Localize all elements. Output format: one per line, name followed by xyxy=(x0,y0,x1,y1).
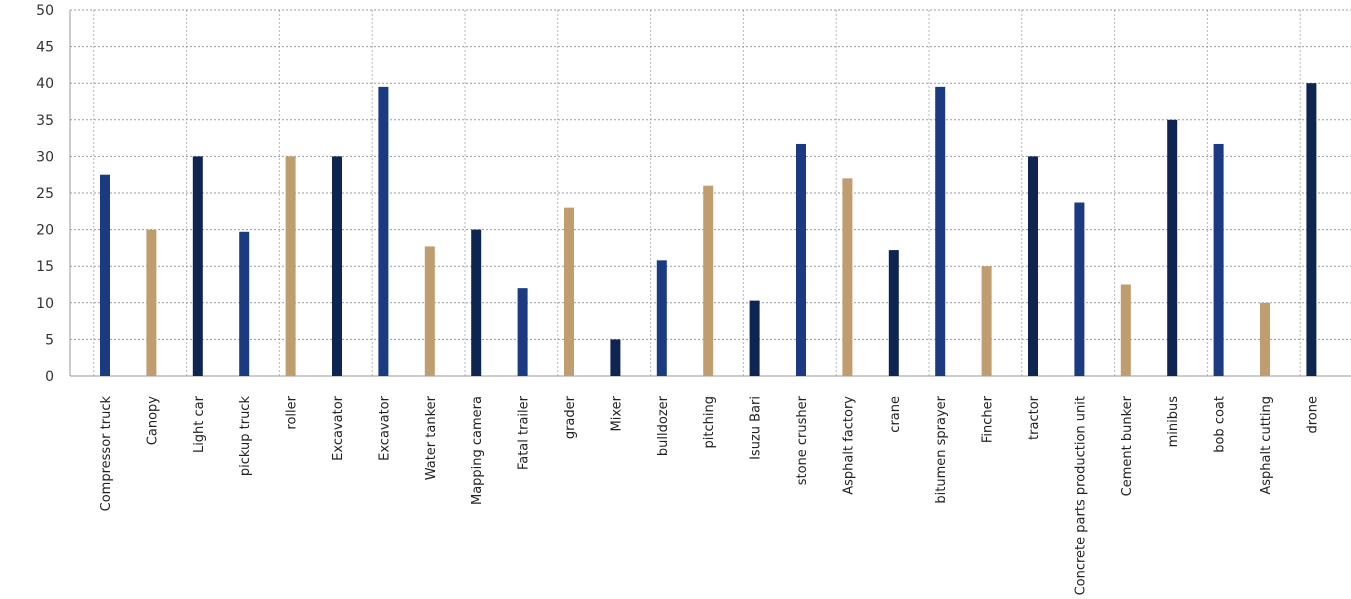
x-tick-label: Concrete parts production unit xyxy=(1073,396,1088,595)
y-tick-label: 0 xyxy=(45,369,54,385)
x-tick-label: Excavator xyxy=(377,395,392,461)
y-tick-label: 45 xyxy=(36,40,54,56)
bar-23 xyxy=(1120,284,1131,376)
x-tick-label: Asphalt cutting xyxy=(1259,396,1274,495)
x-tick-label: Mixer xyxy=(609,395,624,431)
x-tick-label: Asphalt factory xyxy=(841,396,856,495)
y-axis-ticks: 0 5 10 15 20 25 30 35 40 45 50 xyxy=(36,3,54,385)
bar-24 xyxy=(1167,119,1178,377)
x-tick-label: stone crusher xyxy=(795,395,810,485)
y-tick-label: 20 xyxy=(36,223,54,239)
bar-19 xyxy=(935,86,946,377)
bar-21 xyxy=(1028,156,1038,376)
bar-26 xyxy=(1260,302,1270,376)
x-tick-label: Fincher xyxy=(981,395,996,443)
y-tick-label: 40 xyxy=(36,76,54,92)
bar-11 xyxy=(564,207,574,376)
bar-15 xyxy=(749,300,760,376)
x-tick-label: Canopy xyxy=(145,396,160,445)
y-tick-label: 25 xyxy=(36,186,54,202)
bar-18 xyxy=(888,250,899,376)
x-tick-label: minibus xyxy=(1166,396,1181,448)
bar-2 xyxy=(146,229,157,376)
x-tick-label: Cement bunker xyxy=(1120,395,1135,496)
y-tick-label: 10 xyxy=(36,296,54,312)
y-tick-label: 5 xyxy=(45,332,54,348)
x-tick-label: Excavator xyxy=(331,395,346,461)
bar-7 xyxy=(378,86,389,377)
x-tick-label: roller xyxy=(285,395,300,429)
x-tick-label: Mapping camera xyxy=(470,396,485,505)
bar-10 xyxy=(517,288,528,376)
bar-3 xyxy=(192,156,203,376)
bar-8 xyxy=(424,246,435,376)
x-tick-label: bulldozer xyxy=(656,395,671,456)
x-tick-label: pickup truck xyxy=(238,396,253,477)
x-tick-label: Water tanker xyxy=(424,395,439,480)
x-tick-label: bob coat xyxy=(1213,396,1228,453)
bar-27 xyxy=(1306,83,1317,376)
x-tick-label: drone xyxy=(1305,396,1320,434)
x-tick-label: Light car xyxy=(192,395,207,453)
bar-9 xyxy=(471,229,482,376)
bar-5 xyxy=(285,156,296,376)
x-tick-label: Isuzu Bari xyxy=(749,396,764,460)
x-tick-label: grader xyxy=(563,395,578,439)
bar-4 xyxy=(239,231,250,376)
bar-22 xyxy=(1074,202,1085,376)
x-tick-label: Fatal trailer xyxy=(517,395,532,470)
bar-16 xyxy=(796,143,806,376)
y-tick-label: 30 xyxy=(36,149,54,165)
bar-13 xyxy=(656,260,667,376)
bar-12 xyxy=(610,339,621,376)
bar-20 xyxy=(981,266,992,376)
y-tick-label: 35 xyxy=(36,113,54,129)
x-tick-label: crane xyxy=(888,396,903,433)
y-tick-label: 50 xyxy=(36,3,54,19)
bar-25 xyxy=(1213,143,1224,376)
bar-17 xyxy=(842,178,853,376)
bar-14 xyxy=(703,185,714,376)
bars xyxy=(100,83,1317,377)
x-tick-label: bitumen sprayer xyxy=(934,395,949,503)
x-axis-ticks: Compressor truck Canopy Light car pickup tr… xyxy=(99,395,1320,595)
bar-1 xyxy=(100,174,110,376)
x-tick-label: pitching xyxy=(702,396,717,448)
x-tick-label: tractor xyxy=(1027,395,1042,440)
y-tick-label: 15 xyxy=(36,259,54,275)
bar-6 xyxy=(332,156,342,376)
x-tick-label: Compressor truck xyxy=(99,396,114,512)
